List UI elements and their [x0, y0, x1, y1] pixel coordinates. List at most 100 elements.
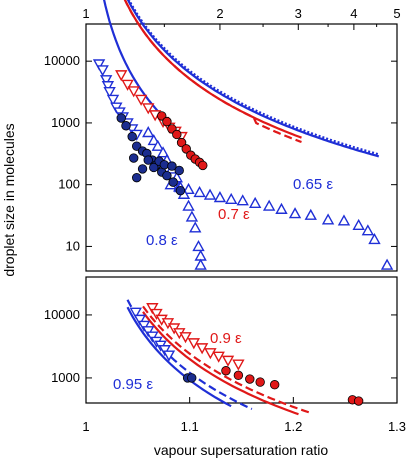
fit-curve-red-dashed: [123, 0, 302, 144]
data-point-top-series-3: [159, 160, 170, 170]
data-point-top-series-2: [147, 134, 160, 146]
data-point-bottom-series-2: [129, 307, 142, 319]
data-point-top-series-4: [134, 94, 148, 106]
data-point-top-series-1: [101, 81, 115, 93]
fit-curve-blue-solid: [126, 306, 232, 408]
data-point-top-series-3: [174, 165, 184, 176]
data-point-top-series-3: [143, 155, 153, 165]
data-point-top-series-2: [192, 239, 205, 252]
data-point-bottom-series-3: [187, 373, 197, 383]
top-x-tick-label: 1: [82, 6, 89, 21]
bottom-x-tick-label: 1.3: [388, 419, 406, 434]
data-point-bottom-series-0: [204, 348, 217, 360]
data-point-bottom-series-1: [245, 374, 255, 384]
data-point-top-series-0: [262, 199, 276, 211]
data-point-top-series-0: [304, 208, 317, 220]
data-point-bottom-series-1: [233, 370, 244, 381]
data-point-top-series-1: [92, 59, 106, 71]
data-point-top-series-0: [275, 202, 288, 214]
data-point-top-series-2: [156, 146, 170, 158]
data-point-bottom-series-1: [269, 380, 280, 390]
bottom-y-tick-label: 10000: [44, 307, 80, 322]
data-point-bottom-series-0: [221, 355, 235, 367]
data-point-bottom-series-2: [146, 331, 159, 343]
top-x-tick-label: 5: [393, 6, 400, 21]
data-point-top-series-3: [175, 185, 186, 196]
data-point-top-series-5: [172, 129, 182, 140]
data-point-top-series-0: [213, 191, 227, 203]
data-point-top-series-0: [380, 258, 394, 270]
data-point-top-series-0: [288, 207, 302, 219]
data-point-top-series-0: [361, 224, 375, 236]
bottom-y-tick-label: 1000: [51, 370, 80, 385]
data-point-top-series-1: [106, 94, 120, 106]
top-panel-frame: [85, 23, 398, 272]
data-point-top-series-3: [129, 153, 139, 163]
data-point-top-series-0: [203, 188, 217, 200]
data-point-top-series-0: [248, 196, 262, 208]
data-point-top-series-0: [193, 185, 206, 198]
annotation-0-7-eps: 0.7 ε: [218, 206, 250, 223]
data-point-top-series-0: [182, 182, 195, 195]
data-point-top-series-1: [96, 65, 109, 77]
top-x-tick-label: 2: [216, 6, 223, 21]
data-point-bottom-series-1: [353, 396, 364, 406]
data-point-bottom-series-0: [150, 308, 163, 321]
fit-curve-red-solid: [142, 311, 299, 416]
bottom-x-tick-label: 1: [82, 419, 89, 434]
data-point-top-series-2: [194, 258, 207, 270]
data-point-top-series-2: [142, 126, 155, 138]
fit-curve-blue-dotted: [127, 0, 380, 156]
data-point-top-series-0: [368, 232, 381, 245]
data-point-top-series-3: [121, 121, 131, 131]
annotation-0-95-eps: 0.95 ε: [113, 376, 153, 393]
top-x-tick-label: 3: [295, 6, 302, 21]
data-point-top-series-1: [99, 75, 113, 87]
data-point-bottom-series-2: [142, 326, 155, 338]
top-y-tick-label: 10000: [44, 53, 80, 68]
top-x-tick-label: 4: [350, 6, 357, 21]
data-point-top-series-3: [116, 113, 126, 123]
data-point-top-series-4: [127, 86, 140, 98]
data-point-top-series-1: [103, 87, 116, 99]
fit-curve-blue-solid: [126, 0, 380, 158]
data-point-top-series-0: [236, 194, 249, 206]
data-point-bottom-series-0: [161, 318, 175, 330]
annotation-0-9-eps: 0.9 ε: [210, 330, 242, 347]
data-point-top-series-3: [137, 164, 148, 174]
bottom-x-tick-label: 1.1: [181, 419, 199, 434]
data-point-top-series-4: [142, 103, 155, 115]
data-point-top-series-4: [115, 70, 128, 82]
top-y-tick-label: 10: [66, 238, 80, 253]
bottom-panel: 1000 10000 1 1.1 1.2 1.3: [44, 299, 406, 434]
data-point-top-series-2: [151, 139, 164, 151]
data-point-bottom-series-2: [162, 350, 176, 362]
data-point-top-series-0: [225, 192, 238, 204]
data-point-top-series-2: [182, 199, 195, 211]
data-point-bottom-series-2: [158, 345, 171, 357]
data-point-bottom-series-0: [212, 351, 225, 363]
top-y-tick-label: 1000: [51, 115, 80, 130]
data-point-top-series-5: [176, 137, 187, 148]
x-axis-label: vapour supersaturation ratio: [154, 442, 329, 458]
data-point-top-series-5: [198, 160, 208, 171]
data-point-bottom-series-1: [221, 366, 231, 376]
data-point-top-series-3: [127, 131, 137, 142]
data-point-bottom-series-2: [133, 314, 147, 326]
data-point-top-series-3: [167, 161, 177, 171]
top-y-tick-label: 100: [58, 177, 80, 192]
data-point-bottom-series-0: [232, 359, 245, 371]
data-point-bottom-series-0: [179, 332, 192, 344]
data-point-top-series-0: [321, 213, 335, 225]
data-point-top-series-2: [189, 221, 202, 233]
data-point-top-series-4: [121, 79, 134, 91]
data-point-bottom-series-1: [255, 377, 265, 387]
annotation-0-8-eps: 0.8 ε: [146, 232, 178, 249]
data-point-top-series-5: [162, 116, 172, 127]
data-point-top-series-3: [149, 162, 159, 173]
data-point-top-series-5: [181, 144, 191, 154]
annotation-0-65-eps: 0.65 ε: [293, 176, 333, 193]
fit-curve-red-dashed: [142, 305, 310, 414]
data-point-top-series-3: [168, 177, 178, 187]
